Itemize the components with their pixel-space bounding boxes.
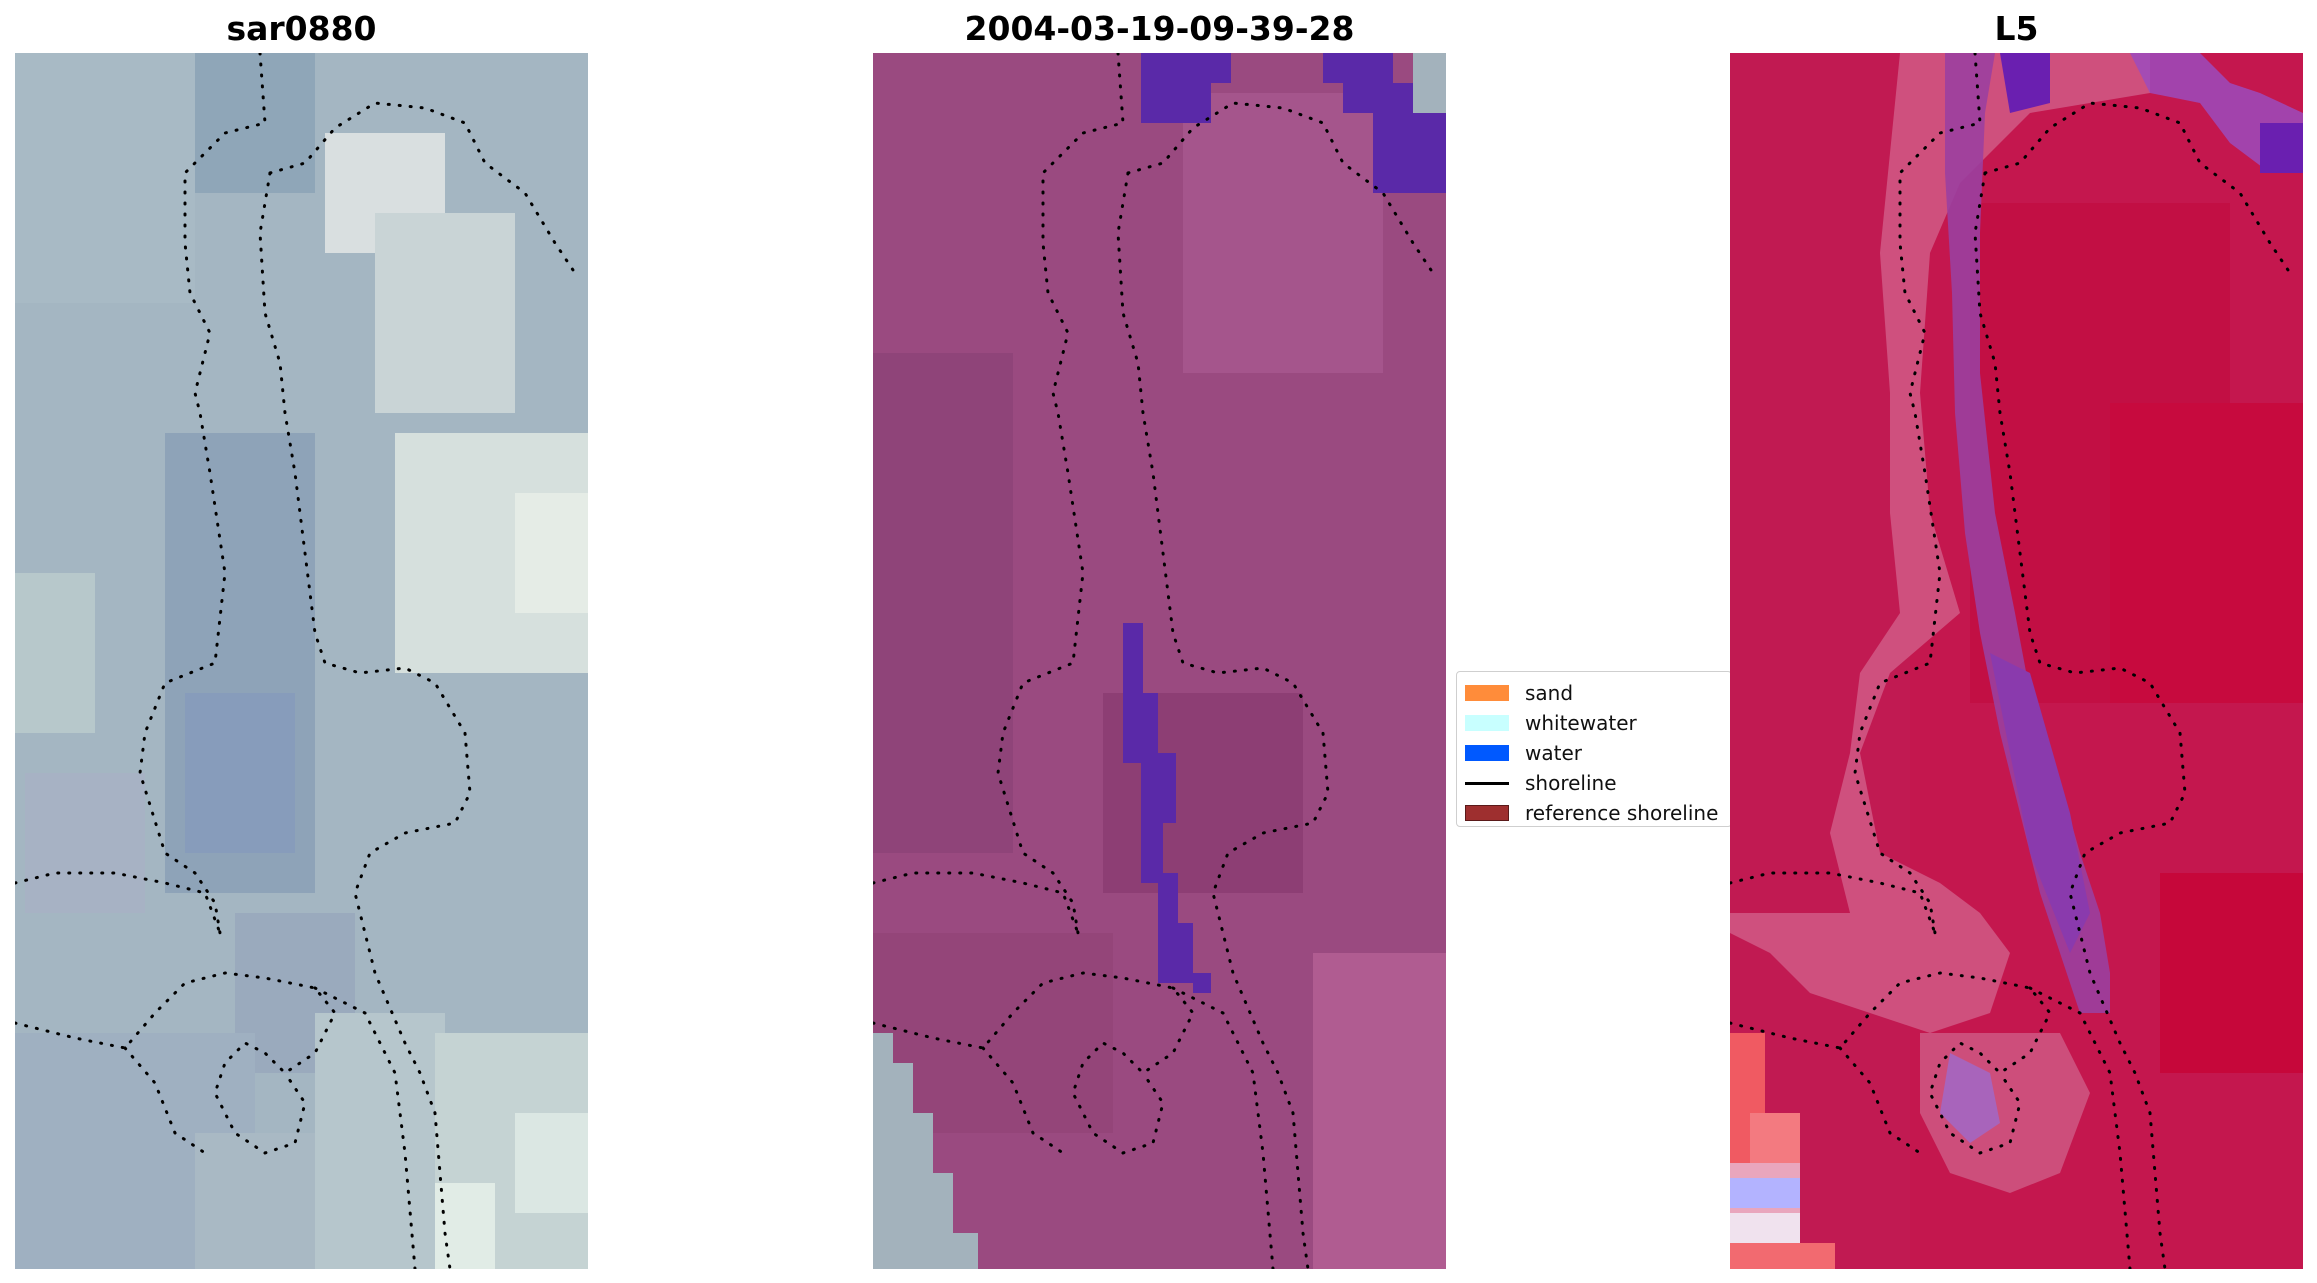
index-image-panel [1730, 53, 2303, 1269]
panel-title-rgb: sar0880 [226, 9, 377, 48]
legend-label: sand [1525, 681, 1574, 705]
legend-label: reference shoreline [1525, 801, 1719, 825]
reference-shoreline-swatch [1465, 805, 1509, 821]
whitewater-swatch [1465, 715, 1509, 731]
legend-label: water [1525, 741, 1582, 765]
legend-label: whitewater [1525, 711, 1637, 735]
rgb-image-panel [15, 53, 588, 1269]
index-image [1730, 53, 2303, 1269]
water-swatch [1465, 745, 1509, 761]
panel-title-classified: 2004-03-19-09-39-28 [964, 9, 1355, 48]
shoreline-overlay [1730, 53, 2292, 1269]
classified-image [873, 53, 1446, 1269]
shoreline-overlay [873, 53, 1435, 1269]
shoreline-line-swatch [1465, 781, 1509, 785]
legend: sand whitewater water shoreline referenc… [1456, 671, 1732, 827]
panel-title-index: L5 [1994, 9, 2039, 48]
sand-swatch [1465, 685, 1509, 701]
classified-image-panel [873, 53, 1446, 1269]
rgb-image [15, 53, 588, 1269]
legend-label: shoreline [1525, 771, 1617, 795]
legend-item-water: water [1465, 738, 1723, 768]
legend-item-shoreline: shoreline [1465, 768, 1723, 798]
shoreline-overlay [15, 53, 577, 1269]
legend-item-reference-shoreline: reference shoreline [1465, 798, 1723, 828]
legend-item-sand: sand [1465, 678, 1723, 708]
legend-item-whitewater: whitewater [1465, 708, 1723, 738]
